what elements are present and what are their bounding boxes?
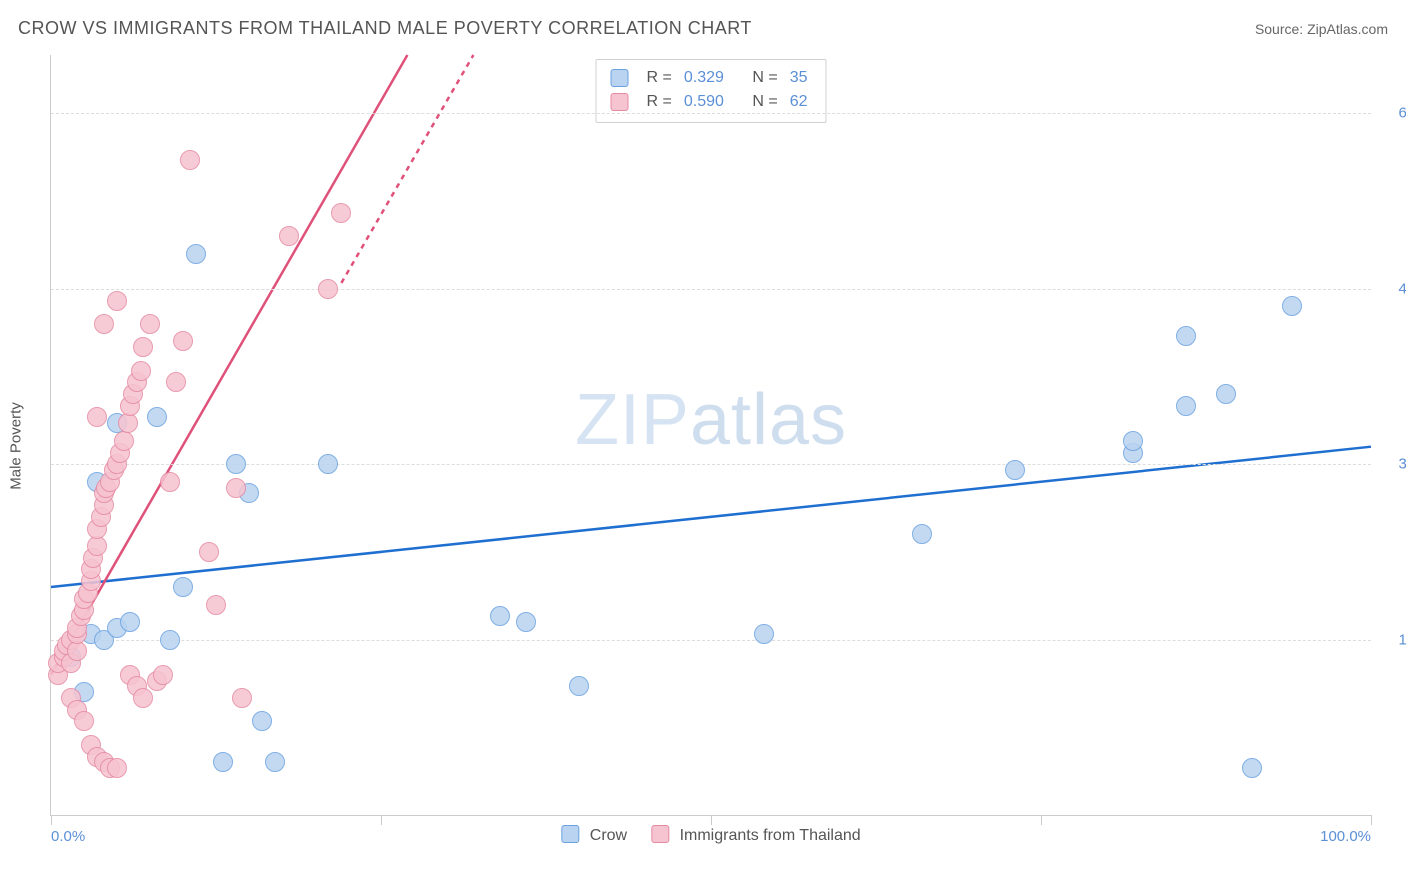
- y-tick-label: 60.0%: [1381, 105, 1406, 122]
- data-point: [1242, 758, 1262, 778]
- data-point: [173, 331, 193, 351]
- x-tick: [711, 815, 712, 825]
- trend-line: [51, 447, 1371, 587]
- data-point: [1216, 384, 1236, 404]
- data-point: [490, 606, 510, 626]
- data-point: [118, 413, 138, 433]
- data-point: [160, 630, 180, 650]
- x-tick: [381, 815, 382, 825]
- data-point: [114, 431, 134, 451]
- x-tick: [1041, 815, 1042, 825]
- legend-swatch-crow: [561, 825, 579, 843]
- data-point: [87, 407, 107, 427]
- data-point: [318, 454, 338, 474]
- gridline: [51, 640, 1371, 641]
- data-point: [318, 279, 338, 299]
- stats-row-thai: R = 0.590 N = 62: [611, 90, 808, 114]
- y-tick-label: 30.0%: [1381, 456, 1406, 473]
- data-point: [173, 577, 193, 597]
- x-tick: [51, 815, 52, 825]
- data-point: [120, 612, 140, 632]
- y-tick-label: 45.0%: [1381, 280, 1406, 297]
- swatch-thai: [611, 93, 629, 111]
- stats-row-crow: R = 0.329 N = 35: [611, 66, 808, 90]
- legend-item-crow: Crow: [561, 825, 627, 845]
- data-point: [131, 361, 151, 381]
- data-point: [74, 711, 94, 731]
- data-point: [331, 203, 351, 223]
- data-point: [94, 314, 114, 334]
- data-point: [1005, 460, 1025, 480]
- series-legend: Crow Immigrants from Thailand: [561, 825, 860, 845]
- data-point: [1176, 326, 1196, 346]
- data-point: [226, 454, 246, 474]
- data-point: [107, 758, 127, 778]
- data-point: [180, 150, 200, 170]
- data-point: [213, 752, 233, 772]
- data-point: [516, 612, 536, 632]
- data-point: [186, 244, 206, 264]
- data-point: [107, 291, 127, 311]
- data-point: [206, 595, 226, 615]
- data-point: [1282, 296, 1302, 316]
- data-point: [133, 337, 153, 357]
- x-tick: [1371, 815, 1372, 825]
- data-point: [140, 314, 160, 334]
- data-point: [252, 711, 272, 731]
- gridline: [51, 289, 1371, 290]
- source-label: Source: ZipAtlas.com: [1255, 21, 1388, 37]
- swatch-crow: [611, 69, 629, 87]
- data-point: [147, 407, 167, 427]
- data-point: [754, 624, 774, 644]
- trend-line: [341, 55, 473, 283]
- legend-item-thai: Immigrants from Thailand: [651, 825, 861, 845]
- y-tick-label: 15.0%: [1381, 631, 1406, 648]
- data-point: [67, 641, 87, 661]
- y-axis-label: Male Poverty: [8, 402, 25, 490]
- data-point: [569, 676, 589, 696]
- x-tick-min: 0.0%: [51, 828, 85, 845]
- data-point: [265, 752, 285, 772]
- data-point: [226, 478, 246, 498]
- scatter-plot: ZIPatlas R = 0.329 N = 35 R = 0.590 N = …: [50, 55, 1371, 816]
- watermark: ZIPatlas: [575, 379, 847, 461]
- data-point: [153, 665, 173, 685]
- data-point: [912, 524, 932, 544]
- gridline: [51, 464, 1371, 465]
- data-point: [133, 688, 153, 708]
- data-point: [1123, 431, 1143, 451]
- trend-line: [51, 55, 407, 675]
- data-point: [199, 542, 219, 562]
- legend-swatch-thai: [651, 825, 669, 843]
- gridline: [51, 113, 1371, 114]
- x-tick-max: 100.0%: [1320, 828, 1371, 845]
- data-point: [279, 226, 299, 246]
- data-point: [1176, 396, 1196, 416]
- data-point: [232, 688, 252, 708]
- data-point: [166, 372, 186, 392]
- data-point: [87, 536, 107, 556]
- chart-title: CROW VS IMMIGRANTS FROM THAILAND MALE PO…: [18, 18, 752, 39]
- data-point: [160, 472, 180, 492]
